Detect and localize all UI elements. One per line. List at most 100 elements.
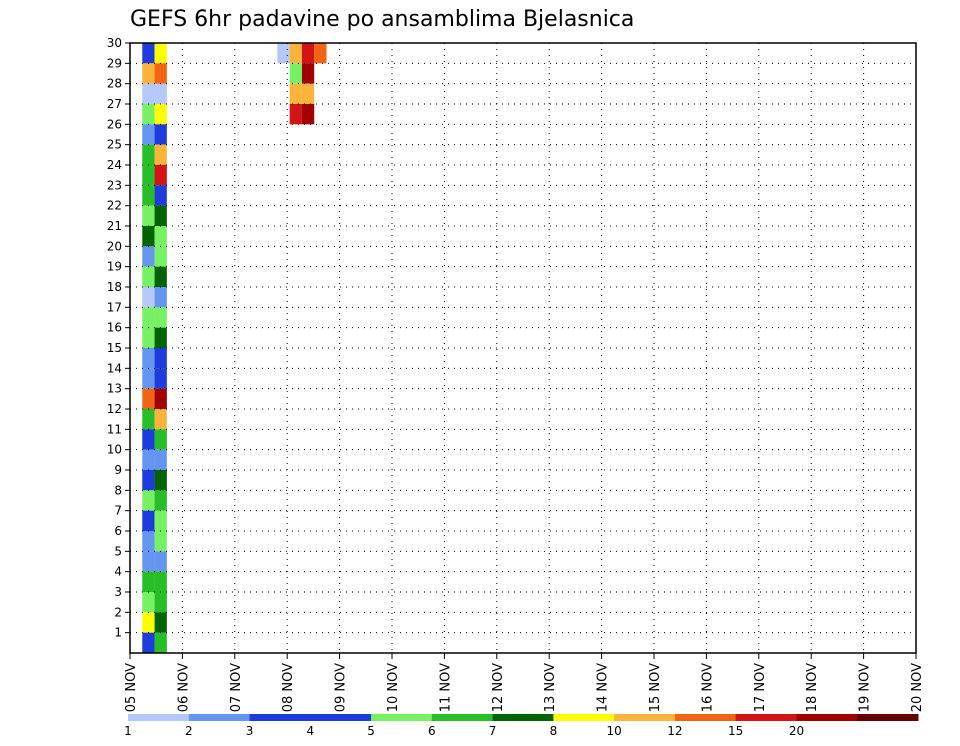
heatmap-cell <box>142 368 155 389</box>
heatmap-cell <box>142 348 155 369</box>
chart-title: GEFS 6hr padavine po ansamblima Bjelasni… <box>130 7 634 32</box>
heatmap-cell <box>142 63 155 84</box>
heatmap-cell <box>154 63 167 84</box>
heatmap-cell <box>142 592 155 613</box>
y-tick-label: 9 <box>114 463 122 477</box>
x-tick-label: 10 NOV <box>386 663 401 712</box>
y-tick-label: 7 <box>114 504 122 518</box>
heatmap-cell <box>154 83 167 104</box>
x-tick-label: 07 NOV <box>229 663 244 712</box>
heatmap-cell <box>154 531 167 552</box>
heatmap-cell <box>142 388 155 409</box>
heatmap-cell <box>142 490 155 511</box>
heatmap-cell <box>142 470 155 491</box>
heatmap-cell <box>142 510 155 531</box>
y-tick-label: 20 <box>107 239 122 253</box>
colorbar-segment <box>188 714 251 721</box>
heatmap-cell <box>142 165 155 186</box>
heatmap-cell <box>154 571 167 592</box>
heatmap-cell <box>142 43 155 64</box>
heatmap-cell <box>154 429 167 450</box>
heatmap-cell <box>142 104 155 125</box>
heatmap-cell <box>142 571 155 592</box>
heatmap-cell <box>154 510 167 531</box>
y-tick-label: 16 <box>107 321 122 335</box>
x-tick-label: 20 NOV <box>910 663 925 712</box>
colorbar-label: 15 <box>728 724 743 738</box>
heatmap-cell <box>301 104 315 125</box>
heatmap-cell <box>154 592 167 613</box>
heatmap-cell <box>289 83 302 104</box>
y-tick-label: 12 <box>107 402 122 416</box>
heatmap-cell <box>154 551 167 572</box>
heatmap-cell <box>154 124 167 145</box>
x-tick-label: 12 NOV <box>491 663 506 712</box>
heatmap-cell <box>154 165 167 186</box>
colorbar-label: 20 <box>789 724 804 738</box>
colorbar-label: 1 <box>124 724 132 738</box>
colorbar-label: 4 <box>306 724 314 738</box>
heatmap-cell <box>142 185 155 206</box>
y-tick-label: 25 <box>107 138 122 152</box>
y-tick-label: 21 <box>107 219 122 233</box>
x-tick-label: 17 NOV <box>753 663 768 712</box>
heatmap-cell <box>142 287 155 308</box>
y-tick-label: 2 <box>114 605 122 619</box>
colorbar-label: 6 <box>428 724 436 738</box>
y-tick-label: 15 <box>107 341 122 355</box>
plot-frame <box>129 42 917 654</box>
x-tick-label: 05 NOV <box>124 663 139 712</box>
heatmap-cell <box>142 327 155 348</box>
y-tick-label: 28 <box>107 77 122 91</box>
colorbar-segment <box>431 714 494 721</box>
heatmap-cell <box>301 43 315 64</box>
heatmap-cell <box>142 612 155 633</box>
y-tick-label: 18 <box>107 280 122 294</box>
colorbar-label: 3 <box>246 724 254 738</box>
y-tick-label: 5 <box>114 544 122 558</box>
heatmap-cell <box>142 83 155 104</box>
heatmap-cell <box>154 144 167 165</box>
heatmap-cell <box>142 632 155 653</box>
colorbar-segment <box>553 714 615 721</box>
y-tick-label: 24 <box>107 158 122 172</box>
heatmap-cell <box>289 43 302 64</box>
heatmap-cell <box>154 246 167 267</box>
x-tick-label: 14 NOV <box>596 663 611 712</box>
heatmap-cell <box>154 388 167 409</box>
heatmap-cell <box>154 490 167 511</box>
heatmap-cell <box>154 368 167 389</box>
y-tick-label: 10 <box>107 443 122 457</box>
heatmap-cell <box>154 612 167 633</box>
heatmap-cell <box>154 632 167 653</box>
y-tick-label: 19 <box>107 260 122 274</box>
x-tick-label: 13 NOV <box>543 663 558 712</box>
heatmap-cell <box>142 531 155 552</box>
x-tick-label: 09 NOV <box>334 663 349 712</box>
heatmap-cell <box>142 266 155 287</box>
y-tick-label: 8 <box>114 483 122 497</box>
y-tick-label: 17 <box>107 300 122 314</box>
colorbar-segment <box>857 714 919 721</box>
colorbar-label: 8 <box>550 724 558 738</box>
heatmap-cell <box>142 205 155 226</box>
y-tick-label: 26 <box>107 117 122 131</box>
heatmap-cell <box>142 226 155 247</box>
y-tick-label: 30 <box>107 36 122 50</box>
colorbar-segment <box>128 714 190 721</box>
y-tick-label: 4 <box>114 565 122 579</box>
colorbar-segment <box>674 714 737 721</box>
x-tick-label: 06 NOV <box>176 663 191 712</box>
colorbar-segment <box>796 714 858 721</box>
heatmap-cell <box>277 43 290 64</box>
y-tick-label: 13 <box>107 382 122 396</box>
heatmap-cell <box>154 287 167 308</box>
heatmap-cell <box>142 409 155 430</box>
heatmap-cell <box>289 63 302 84</box>
heatmap-cell <box>154 348 167 369</box>
colorbar-segment <box>492 714 554 721</box>
heatmap-cell <box>154 409 167 430</box>
colorbar-segment <box>735 714 797 721</box>
